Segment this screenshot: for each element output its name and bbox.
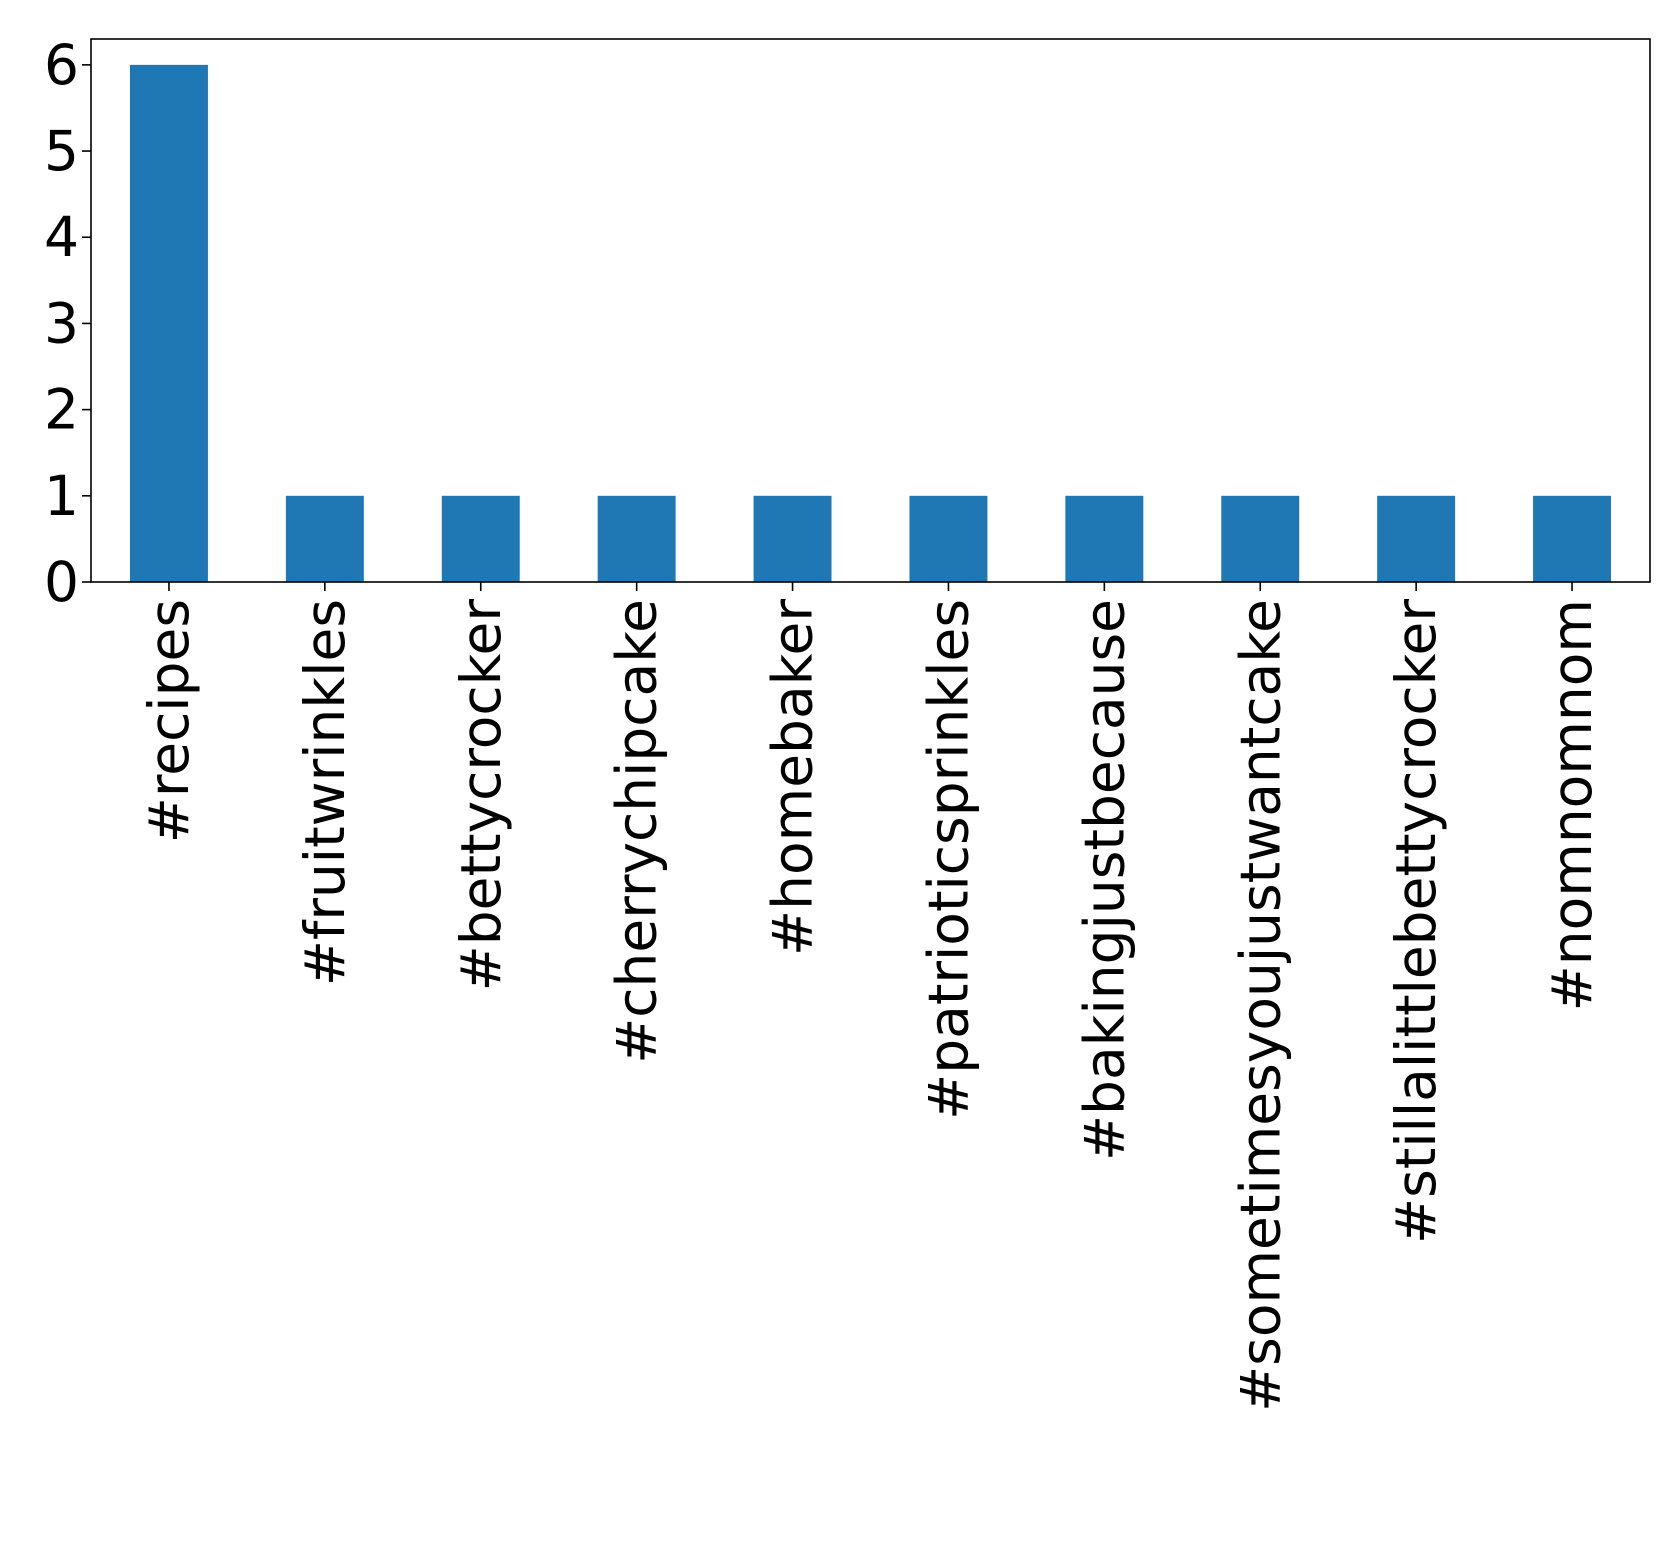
x-tick-label: #fruitwrinkles — [293, 599, 357, 986]
x-tick-label: #nomnomnom — [1540, 599, 1604, 1011]
y-tick-label: 3 — [44, 291, 79, 355]
x-tick-label: #sometimesyoujustwantcake — [1228, 599, 1292, 1412]
y-tick-label: 2 — [44, 378, 79, 442]
y-tick-label: 5 — [44, 119, 79, 183]
bar — [597, 495, 676, 582]
x-tick-label: #stillalittlebettycrocker — [1384, 599, 1448, 1244]
x-tick-label: #patrioticsprinkles — [916, 599, 980, 1120]
bar — [1221, 495, 1300, 582]
bars-layer — [129, 64, 1612, 583]
plot-frame — [90, 38, 1651, 583]
x-tick-label: #cherrychipcake — [605, 599, 669, 1064]
x-tick-label: #bettycrocker — [449, 599, 513, 992]
bar — [1065, 495, 1144, 582]
y-tick-label: 0 — [44, 550, 79, 614]
y-tick-label: 6 — [44, 33, 79, 97]
bar — [909, 495, 988, 582]
bar — [753, 495, 832, 582]
bar — [441, 495, 520, 582]
x-axis: #recipes #fruitwrinkles #bettycrocker #cher… — [137, 582, 1604, 1412]
bar — [285, 495, 364, 582]
x-tick-label: #recipes — [137, 599, 201, 843]
y-axis: 0 1 2 3 4 5 6 — [44, 33, 91, 614]
x-tick-label: #bakingjustbecause — [1072, 599, 1136, 1161]
bar — [129, 64, 208, 583]
bar — [1533, 495, 1612, 582]
bar — [1377, 495, 1456, 582]
x-tick-label: #homebaker — [761, 599, 825, 956]
y-tick-label: 1 — [44, 464, 79, 528]
y-tick-label: 4 — [44, 205, 79, 269]
